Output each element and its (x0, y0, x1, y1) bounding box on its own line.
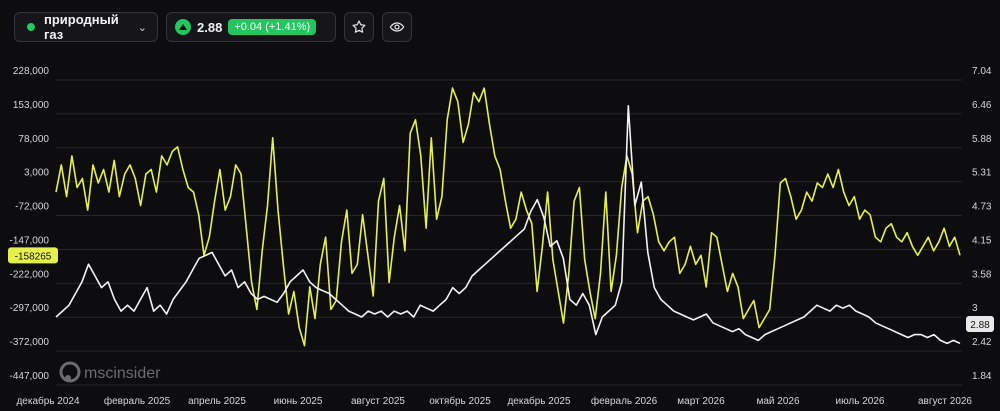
left-tick-label: -72,000 (15, 202, 49, 213)
chevron-down-icon: ⌄ (137, 21, 147, 34)
x-tick-label: декабрь 2024 (16, 395, 80, 407)
logo: mscinsider (59, 361, 161, 383)
x-tick-label: июнь 2025 (274, 396, 323, 407)
left-axis: 228,000 153,000 78,000 3,000 -72,000 -147,000… (10, 66, 50, 382)
x-tick-label: февраль 2026 (591, 395, 658, 407)
right-tick-label: 6.46 (972, 100, 992, 111)
right-tick-label: 3.58 (972, 269, 992, 280)
star-icon (352, 20, 366, 33)
left-tick-label: 3,000 (24, 168, 49, 179)
status-dot-icon (27, 23, 35, 31)
asset-selector[interactable]: природный газ ⌄ (14, 12, 158, 42)
x-tick-label: апрель 2025 (188, 396, 246, 407)
asset-name: природный газ (44, 12, 119, 42)
favorite-button[interactable] (344, 12, 374, 42)
x-tick-label: август 2026 (918, 396, 972, 407)
left-tick-label: -297,000 (10, 303, 50, 314)
series-line-white (55, 105, 961, 345)
x-tick-label: декабрь 2025 (507, 395, 571, 407)
x-tick-label: май 2026 (756, 396, 799, 407)
logo-text: mscinsider (84, 365, 161, 382)
x-tick-label: март 2026 (677, 396, 725, 407)
x-axis: декабрь 2024 февраль 2025 апрель 2025 июнь … (16, 395, 972, 407)
right-tick-label: 5.88 (972, 134, 992, 145)
price-change-badge: +0.04 (+1.41%) (228, 19, 317, 35)
left-tick-label: -147,000 (10, 235, 50, 246)
x-tick-label: июль 2026 (836, 396, 885, 407)
right-tick-label: 5.31 (972, 168, 992, 179)
left-tick-label: 78,000 (18, 134, 49, 145)
right-axis: 7.04 6.46 5.88 5.31 4.73 4.15 3.58 3 2.42 1.84 (972, 66, 992, 382)
right-last-value-badge (966, 316, 994, 332)
visibility-button[interactable] (382, 12, 412, 42)
left-tick-label: -222,000 (10, 269, 50, 280)
right-tick-label: 4.73 (972, 202, 992, 213)
gridlines (56, 79, 962, 386)
left-last-value: -158265 (15, 251, 52, 262)
right-tick-label: 2.42 (972, 337, 992, 348)
left-last-value-badge (8, 247, 58, 264)
right-tick-label: 4.15 (972, 235, 992, 246)
logo-mark-icon (59, 361, 81, 383)
toolbar: природный газ ⌄ 2.88 +0.04 (+1.41%) (14, 12, 412, 42)
logo-dot (65, 375, 71, 381)
price-value: 2.88 (197, 19, 223, 35)
right-tick-label: 7.04 (972, 66, 992, 77)
x-tick-label: февраль 2025 (104, 395, 171, 407)
left-tick-label: -447,000 (10, 371, 50, 382)
right-last-value: 2.88 (970, 320, 990, 331)
price-box: 2.88 +0.04 (+1.41%) (166, 12, 336, 42)
series-layer (55, 87, 961, 347)
right-tick-label: 1.84 (972, 371, 992, 382)
left-tick-label: -372,000 (10, 337, 50, 348)
x-tick-label: август 2025 (351, 396, 405, 407)
eye-icon (389, 22, 405, 32)
price-up-icon (175, 19, 191, 35)
last-value-labels: -158265 2.88 (8, 247, 994, 332)
left-tick-label: 228,000 (13, 66, 50, 77)
left-tick-label: 153,000 (13, 100, 50, 111)
x-tick-label: октябрь 2025 (429, 395, 491, 407)
right-tick-label: 3 (972, 303, 978, 314)
series-line-yellow (55, 87, 961, 347)
